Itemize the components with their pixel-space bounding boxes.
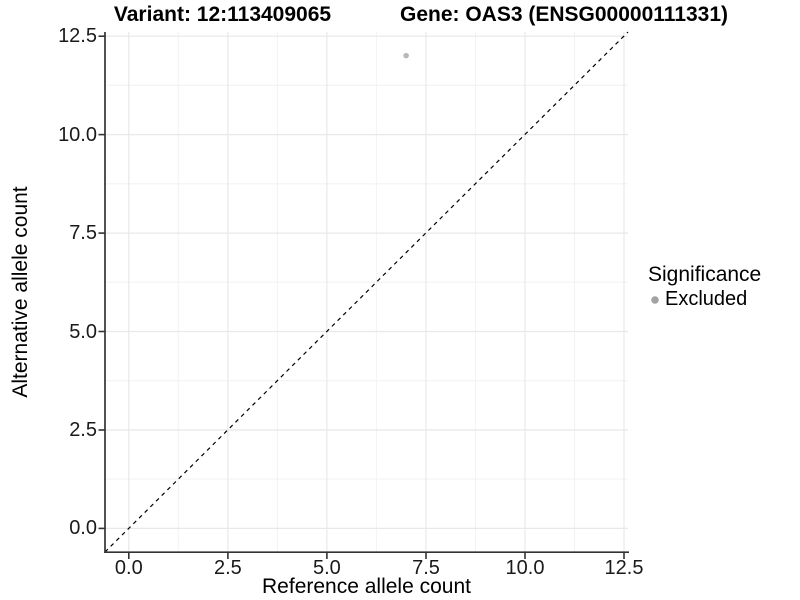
y-tick-label: 10.0 [58, 123, 97, 146]
y-tick-label: 2.5 [69, 419, 97, 441]
plot-title-gene: Gene: OAS3 (ENSG00000111331) [400, 3, 729, 26]
legend: Significance Excluded [646, 263, 761, 311]
identity-line [104, 31, 629, 553]
y-tick-label: 7.5 [69, 222, 97, 245]
legend-item-label: Excluded [665, 288, 748, 310]
grid-major-lines [105, 32, 628, 552]
y-axis-title: Alternative allele count [9, 186, 32, 398]
grid-minor-lines [105, 32, 628, 552]
x-tick-label: 5.0 [312, 557, 341, 579]
x-tick-label: 12.5 [604, 557, 644, 579]
x-tick-label: 7.5 [412, 557, 440, 579]
legend-marker-circle [651, 295, 659, 304]
x-tick-label: 0.0 [114, 557, 143, 579]
y-tick-label: 12.5 [58, 25, 97, 48]
data-points-layer [403, 52, 409, 59]
y-tick-label: 5.0 [69, 320, 97, 343]
legend-item-excluded: Excluded [646, 288, 761, 311]
x-tick-label: 2.5 [213, 557, 242, 579]
x-axis-title: Reference allele count [262, 575, 471, 598]
y-tick-label: 0.0 [69, 517, 97, 540]
axis-lines [104, 32, 629, 554]
legend-title: Significance [648, 263, 762, 286]
legend-point-icon [651, 295, 659, 304]
data-point [403, 52, 409, 59]
plot-title-variant: Variant: 12:113409065 [113, 3, 332, 26]
axis-ticks [98, 35, 625, 559]
x-tick-label: 10.0 [505, 557, 545, 579]
